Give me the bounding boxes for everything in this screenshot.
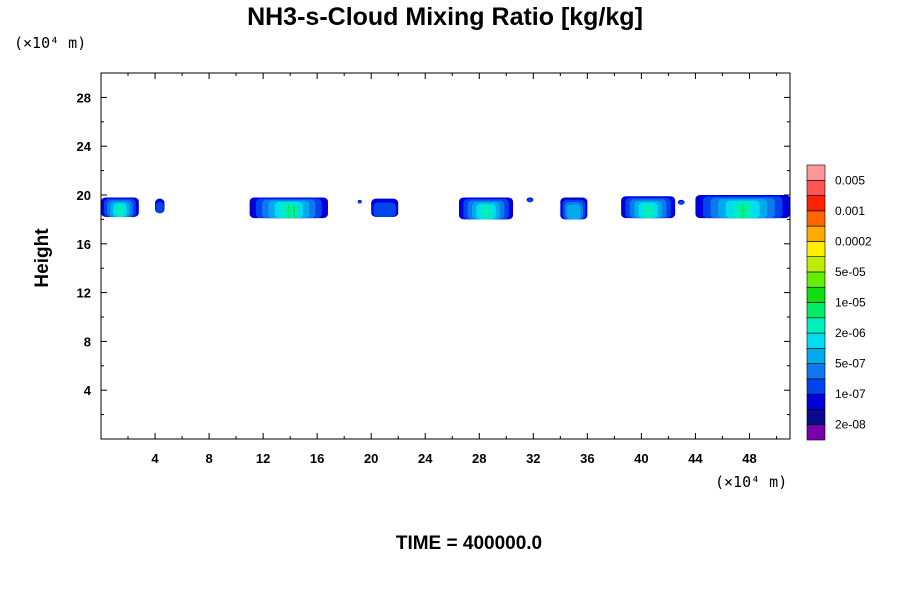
cloud-patch: [155, 198, 165, 214]
colorbar-swatch: [806, 424, 826, 441]
x-tick-label: 48: [742, 451, 756, 466]
cloud-patches: [101, 195, 790, 220]
x-tick-label: 36: [580, 451, 594, 466]
cloud-patch: [371, 198, 399, 217]
colorbar-swatch: [806, 363, 826, 380]
x-tick-label: 44: [688, 451, 703, 466]
colorbar-swatch: [806, 195, 826, 212]
cloud-layer: [642, 203, 654, 219]
colorbar-swatch: [806, 271, 826, 288]
cloud-patch: [677, 199, 685, 205]
cloud-layer: [358, 200, 362, 204]
colorbar-label: 5e-05: [835, 265, 866, 279]
chart-title: NH3-s-Cloud Mixing Ratio [kg/kg]: [247, 3, 643, 31]
cloud-patch: [357, 199, 362, 204]
colorbar-label: 0.005: [835, 173, 865, 187]
colorbar-label: 5e-07: [835, 357, 866, 371]
y-tick-label: 24: [77, 139, 92, 154]
y-unit-label: (×10⁴ m): [14, 34, 86, 52]
colorbar-swatch: [806, 225, 826, 242]
colorbar-swatch: [806, 164, 826, 181]
cloud-patch: [249, 197, 328, 219]
cloud-layer: [678, 200, 685, 205]
y-axis-ticks: 4 8 12 16 20 24 28: [77, 90, 790, 416]
cloud-layer: [155, 201, 164, 214]
cloud-layer: [293, 205, 295, 219]
cloud-layer: [527, 198, 533, 203]
colorbar-swatch: [806, 286, 826, 303]
colorbar-label: 1e-05: [835, 296, 866, 310]
colorbar-label: 0.001: [835, 204, 865, 218]
cloud-layer: [566, 204, 581, 220]
cloud-patch: [101, 197, 139, 217]
cloud-layer: [740, 203, 745, 219]
colorbar-swatch: [806, 409, 826, 426]
y-axis-label: Height: [32, 228, 53, 288]
cloud-patch: [459, 197, 514, 220]
colorbar-swatch: [806, 241, 826, 257]
colorbar-swatch: [806, 317, 826, 334]
x-tick-label: 40: [634, 451, 648, 466]
x-axis-ticks: 4 8 12 16 20 24 28 32 36 40 44 48: [127, 73, 777, 466]
colorbar-swatch: [806, 332, 826, 349]
colorbar: 2e-08 1e-07 5e-07 2e-06 1e-05 5e-05 0.0002 0.00…: [806, 164, 872, 441]
x-unit-label: (×10⁴ m): [715, 473, 787, 491]
cloud-patch: [560, 197, 588, 220]
colorbar-swatch: [806, 256, 826, 273]
cloud-patch: [526, 197, 534, 203]
cloud-layer: [287, 203, 291, 219]
x-tick-label: 12: [256, 451, 270, 466]
colorbar-label: 0.0002: [835, 234, 872, 248]
x-tick-label: 16: [310, 451, 324, 466]
colorbar-swatch: [806, 393, 826, 410]
cloud-layer: [373, 202, 397, 217]
y-tick-label: 20: [77, 188, 91, 203]
colorbar-label: 2e-08: [835, 418, 866, 432]
y-tick-label: 4: [84, 383, 92, 398]
colorbar-swatch: [806, 210, 826, 227]
colorbar-swatch: [806, 378, 826, 395]
colorbar-swatch: [806, 179, 826, 196]
y-tick-label: 16: [77, 237, 91, 252]
x-tick-label: 28: [472, 451, 486, 466]
plot-frame: [100, 72, 791, 440]
cloud-layer: [116, 204, 124, 217]
y-tick-label: 28: [77, 90, 91, 105]
x-tick-label: 4: [151, 451, 159, 466]
colorbar-swatch: [806, 302, 826, 319]
x-tick-label: 8: [205, 451, 212, 466]
x-tick-label: 24: [418, 451, 433, 466]
x-tick-label: 32: [526, 451, 540, 466]
y-tick-label: 8: [84, 334, 91, 349]
y-tick-label: 12: [77, 286, 91, 301]
cloud-patch: [695, 195, 790, 219]
x-tick-label: 20: [364, 451, 378, 466]
time-label: TIME = 400000.0: [396, 533, 542, 554]
cloud-patch: [621, 196, 676, 219]
colorbar-label: 2e-06: [835, 326, 866, 340]
colorbar-label: 1e-07: [835, 387, 866, 401]
colorbar-swatch: [806, 348, 826, 364]
cloud-layer: [480, 205, 492, 220]
